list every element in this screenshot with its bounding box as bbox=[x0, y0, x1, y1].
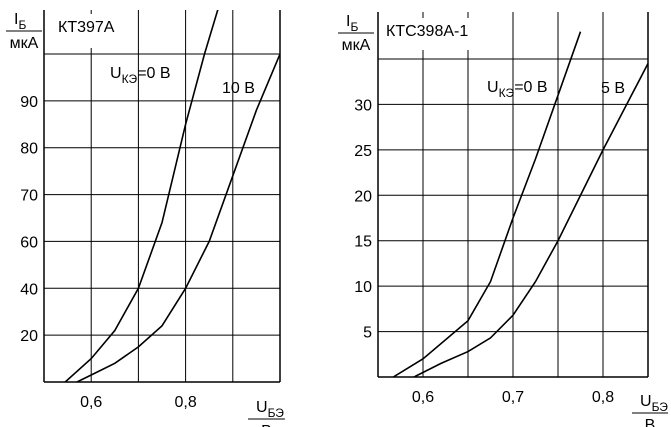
curve-label-part: U bbox=[110, 65, 122, 82]
y-tick-label: 80 bbox=[20, 141, 38, 158]
x-axis-label-symbol: U bbox=[640, 393, 652, 410]
curve-label-part: =0 В bbox=[514, 79, 547, 96]
title-bg bbox=[52, 14, 132, 48]
curve-label-part: 10 В bbox=[222, 80, 255, 97]
x-tick-label: 0,6 bbox=[412, 389, 434, 406]
y-tick-label: 20 bbox=[20, 328, 38, 345]
y-tick-label: 30 bbox=[354, 97, 372, 114]
curve-label: 5 В bbox=[601, 80, 625, 97]
curve-label-part: U bbox=[487, 79, 499, 96]
x-axis-label: UБЭ bbox=[256, 399, 284, 420]
title-bg bbox=[381, 18, 481, 50]
y-tick-label: 10 bbox=[354, 279, 372, 296]
y-tick-label: 60 bbox=[20, 234, 38, 251]
y-tick-label: 70 bbox=[20, 188, 38, 205]
x-tick-label: 0,6 bbox=[80, 394, 102, 411]
x-tick-label: 0,8 bbox=[592, 389, 614, 406]
y-axis-label-unit: мкА bbox=[10, 35, 39, 52]
curve-label-part: КЭ bbox=[499, 86, 515, 100]
x-axis-label-unit: В bbox=[261, 423, 272, 427]
curve-label-part: 5 В bbox=[601, 80, 625, 97]
y-tick-label: 5 bbox=[363, 325, 372, 342]
curve bbox=[76, 53, 280, 382]
curve-label-part: КЭ bbox=[122, 72, 138, 86]
chart-title: КТ397А bbox=[58, 19, 115, 36]
x-tick-label: 0,8 bbox=[174, 394, 196, 411]
curve-label-part: =0 В bbox=[137, 65, 170, 82]
y-tick-label: 40 bbox=[20, 281, 38, 298]
curve-label: 10 В bbox=[222, 80, 255, 97]
x-axis-label-sub: БЭ bbox=[652, 400, 669, 414]
curve-label: UКЭ=0 В bbox=[487, 79, 548, 100]
curve bbox=[413, 63, 648, 377]
x-axis-label-symbol: U bbox=[256, 399, 268, 416]
y-axis-label-symbol: I bbox=[346, 13, 350, 30]
y-tick-label: 20 bbox=[354, 188, 372, 205]
y-tick-label: 90 bbox=[20, 94, 38, 111]
x-axis-label-sub: БЭ bbox=[268, 406, 285, 420]
y-axis-label-sub: Б bbox=[18, 18, 26, 32]
curve-label: UКЭ=0 В bbox=[110, 65, 171, 86]
y-tick-label: 15 bbox=[354, 234, 372, 251]
y-axis-label: IБ bbox=[14, 11, 26, 32]
curve bbox=[64, 10, 219, 382]
curve bbox=[392, 31, 582, 377]
x-tick-label: 0,7 bbox=[502, 389, 524, 406]
y-axis-label-sub: Б bbox=[350, 20, 358, 34]
x-axis-label-unit: В bbox=[645, 417, 656, 427]
chart-title: КТС398А-1 bbox=[386, 23, 468, 40]
y-axis-label-symbol: I bbox=[14, 11, 18, 28]
y-axis-label-unit: мкА bbox=[342, 37, 371, 54]
y-axis-label: IБ bbox=[346, 13, 358, 34]
x-axis-label: UБЭ bbox=[640, 393, 668, 414]
y-tick-label: 25 bbox=[354, 143, 372, 160]
